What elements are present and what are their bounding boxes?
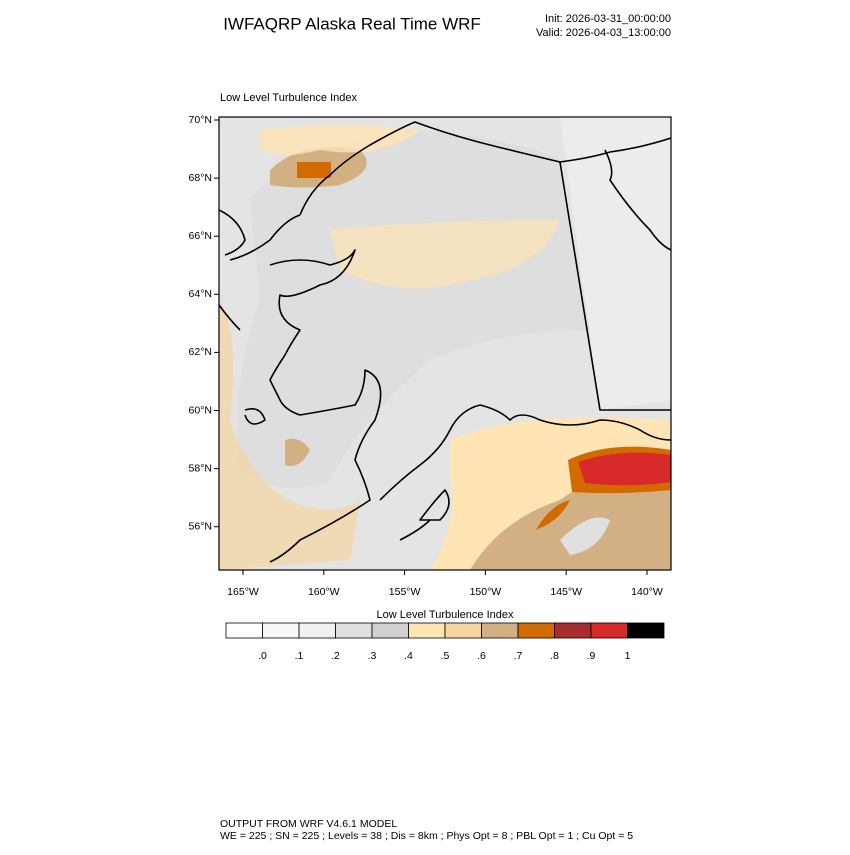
colorbar-swatch (590, 622, 628, 639)
init-time: Init: 2026-03-31_00:00:00 (545, 13, 671, 25)
colorbar-swatch (335, 622, 373, 639)
colorbar-swatch (225, 622, 263, 639)
lat-label: 66°N (189, 230, 212, 242)
colorbar-label: .0 (258, 650, 267, 662)
colorbar-label: 1 (625, 650, 631, 662)
lat-label: 68°N (189, 172, 212, 184)
page-title: IWFAQRP Alaska Real Time WRF (223, 14, 481, 33)
footer-line: WE = 225 ; SN = 225 ; Levels = 38 ; Dis … (220, 830, 633, 842)
colorbar-swatch (554, 622, 592, 639)
colorbar-swatch (298, 622, 336, 639)
colorbar-label: .6 (477, 650, 486, 662)
colorbar-swatch (408, 622, 446, 639)
colorbar-label: .2 (331, 650, 340, 662)
colorbar-swatch (262, 622, 300, 639)
colorbar-label: .7 (514, 650, 523, 662)
lon-labels: 165°W 160°W 155°W 150°W 145°W 140°W (227, 570, 663, 598)
map (218, 116, 672, 571)
footer-line: OUTPUT FROM WRF V4.6.1 MODEL (220, 818, 397, 830)
lat-label: 58°N (189, 462, 212, 474)
lon-label: 155°W (389, 586, 421, 598)
coastlines (219, 121, 671, 563)
colorbar: .0 .1 .2 .3 .4 .5 .6 .7 .8 .9 1 (225, 622, 665, 662)
colorbar-swatch (481, 622, 519, 639)
colorbar-label: .5 (441, 650, 450, 662)
colorbar-swatch (371, 622, 409, 639)
lat-label: 60°N (189, 404, 212, 416)
colorbar-swatch (517, 622, 555, 639)
lat-label: 70°N (189, 114, 212, 126)
map-field (219, 117, 671, 570)
colorbar-title: Low Level Turbulence Index (377, 609, 514, 621)
map-title: Low Level Turbulence Index (220, 92, 357, 104)
lat-label: 62°N (189, 346, 212, 358)
colorbar-label: .9 (587, 650, 596, 662)
colorbar-swatch (444, 622, 482, 639)
lat-label: 56°N (189, 520, 212, 532)
valid-time: Valid: 2026-04-03_13:00:00 (536, 27, 671, 39)
colorbar-label: .4 (404, 650, 413, 662)
lon-label: 140°W (631, 586, 663, 598)
lon-label: 145°W (550, 586, 582, 598)
colorbar-label: .3 (368, 650, 377, 662)
lon-label: 150°W (470, 586, 502, 598)
lat-labels: 70°N 68°N 66°N 64°N 62°N 60°N 58°N 56°N (189, 114, 219, 532)
lon-label: 165°W (227, 586, 259, 598)
colorbar-swatch (627, 622, 665, 639)
colorbar-label: .1 (295, 650, 304, 662)
lat-label: 64°N (189, 288, 212, 300)
lon-label: 160°W (308, 586, 340, 598)
colorbar-label: .8 (550, 650, 559, 662)
